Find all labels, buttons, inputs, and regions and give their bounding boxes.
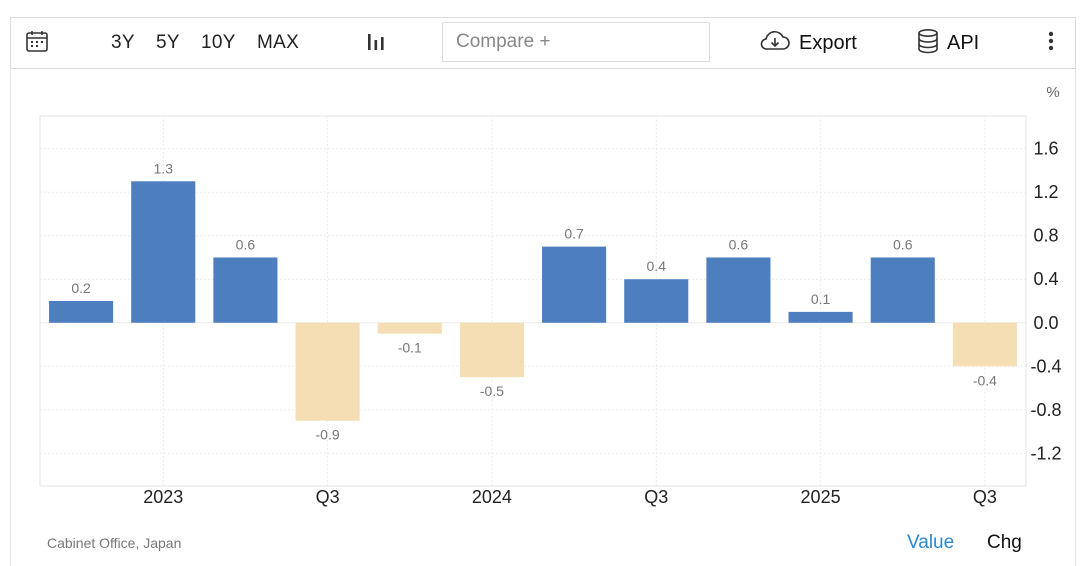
bar[interactable] [459, 322, 524, 378]
bar[interactable] [131, 181, 196, 323]
bar[interactable] [788, 311, 853, 323]
bar-value-label: -0.1 [398, 340, 422, 356]
range-3y[interactable]: 3Y [111, 32, 135, 53]
y-tick-label: -1.2 [1030, 443, 1061, 463]
database-icon [917, 28, 939, 59]
y-tick-label: -0.4 [1030, 356, 1061, 376]
chart-toolbar: 3Y 5Y 10Y MAX Compare + Export [10, 17, 1076, 69]
bar-value-label: 0.1 [811, 291, 831, 307]
range-10y[interactable]: 10Y [201, 32, 236, 53]
export-label: Export [799, 31, 857, 54]
bar[interactable] [870, 257, 935, 323]
api-button[interactable]: API [917, 18, 979, 68]
bar[interactable] [295, 322, 360, 421]
y-tick-label: 0.0 [1033, 313, 1058, 333]
cloud-download-icon [759, 29, 791, 58]
bar-value-label: 0.6 [893, 236, 913, 252]
x-tick-label: Q3 [973, 487, 997, 507]
bar-value-label: 1.3 [154, 160, 174, 176]
value-tab[interactable]: Value [907, 532, 955, 553]
bar[interactable] [624, 279, 689, 323]
vertical-dots-icon [1047, 30, 1055, 57]
grid [40, 116, 1026, 486]
bar-value-label: 0.2 [71, 280, 91, 296]
compare-input[interactable]: Compare + [442, 22, 710, 62]
bars: 0.2 1.3 0.6 -0.9 -0.1 -0.5 0.7 0.4 0.6 0.1 0.6 -0.4 [49, 160, 1017, 443]
api-label: API [947, 31, 980, 54]
y-tick-label: 0.4 [1033, 269, 1058, 289]
x-tick-label: Q3 [644, 487, 668, 507]
y-tick-label: 1.2 [1033, 182, 1058, 202]
bar-value-label: -0.9 [316, 427, 340, 443]
bar-chart: % 0.2 1.3 0.6 -0.9 -0.1 -0.5 0.7 0.4 0.6 0.1 0.6 -0… [39, 84, 1062, 507]
chart-type-button[interactable] [366, 18, 386, 68]
compare-placeholder: Compare + [456, 31, 551, 52]
y-tick-label: -0.8 [1030, 400, 1061, 420]
bar-value-label: -0.4 [973, 372, 997, 388]
bar[interactable] [213, 257, 278, 323]
y-axis-labels: 1.6 1.2 0.8 0.4 0.0 -0.4 -0.8 -1.2 [1030, 139, 1061, 464]
export-button[interactable]: Export [759, 18, 857, 68]
chart-area [10, 69, 1076, 566]
bar[interactable] [706, 257, 771, 323]
chg-tab[interactable]: Chg [987, 532, 1022, 553]
y-tick-label: 1.6 [1033, 139, 1058, 159]
bar-chart-icon [366, 30, 386, 57]
bar-value-label: -0.5 [480, 383, 504, 399]
calendar-icon [25, 29, 49, 58]
x-tick-label: 2024 [472, 487, 512, 507]
bar[interactable] [952, 322, 1017, 367]
x-tick-label: Q3 [316, 487, 340, 507]
bar-value-label: 0.6 [236, 236, 256, 252]
x-axis-labels: 2023 Q3 2024 Q3 2025 Q3 [143, 487, 997, 507]
y-tick-label: 0.8 [1033, 226, 1058, 246]
range-5y[interactable]: 5Y [156, 32, 180, 53]
x-tick-label: 2025 [801, 487, 841, 507]
x-tick-label: 2023 [143, 487, 183, 507]
unit-label: % [1046, 84, 1059, 101]
calendar-button[interactable] [25, 18, 49, 68]
bar[interactable] [49, 301, 114, 323]
bar[interactable] [542, 246, 607, 323]
bar-value-label: 0.6 [729, 236, 749, 252]
bar-value-label: 0.7 [564, 226, 584, 242]
more-options-button[interactable] [1047, 18, 1055, 68]
source-label: Cabinet Office, Japan [47, 535, 182, 551]
range-max[interactable]: MAX [257, 32, 300, 53]
plot-frame [39, 115, 1027, 487]
bar[interactable] [377, 322, 442, 334]
bar-value-label: 0.4 [647, 258, 667, 274]
